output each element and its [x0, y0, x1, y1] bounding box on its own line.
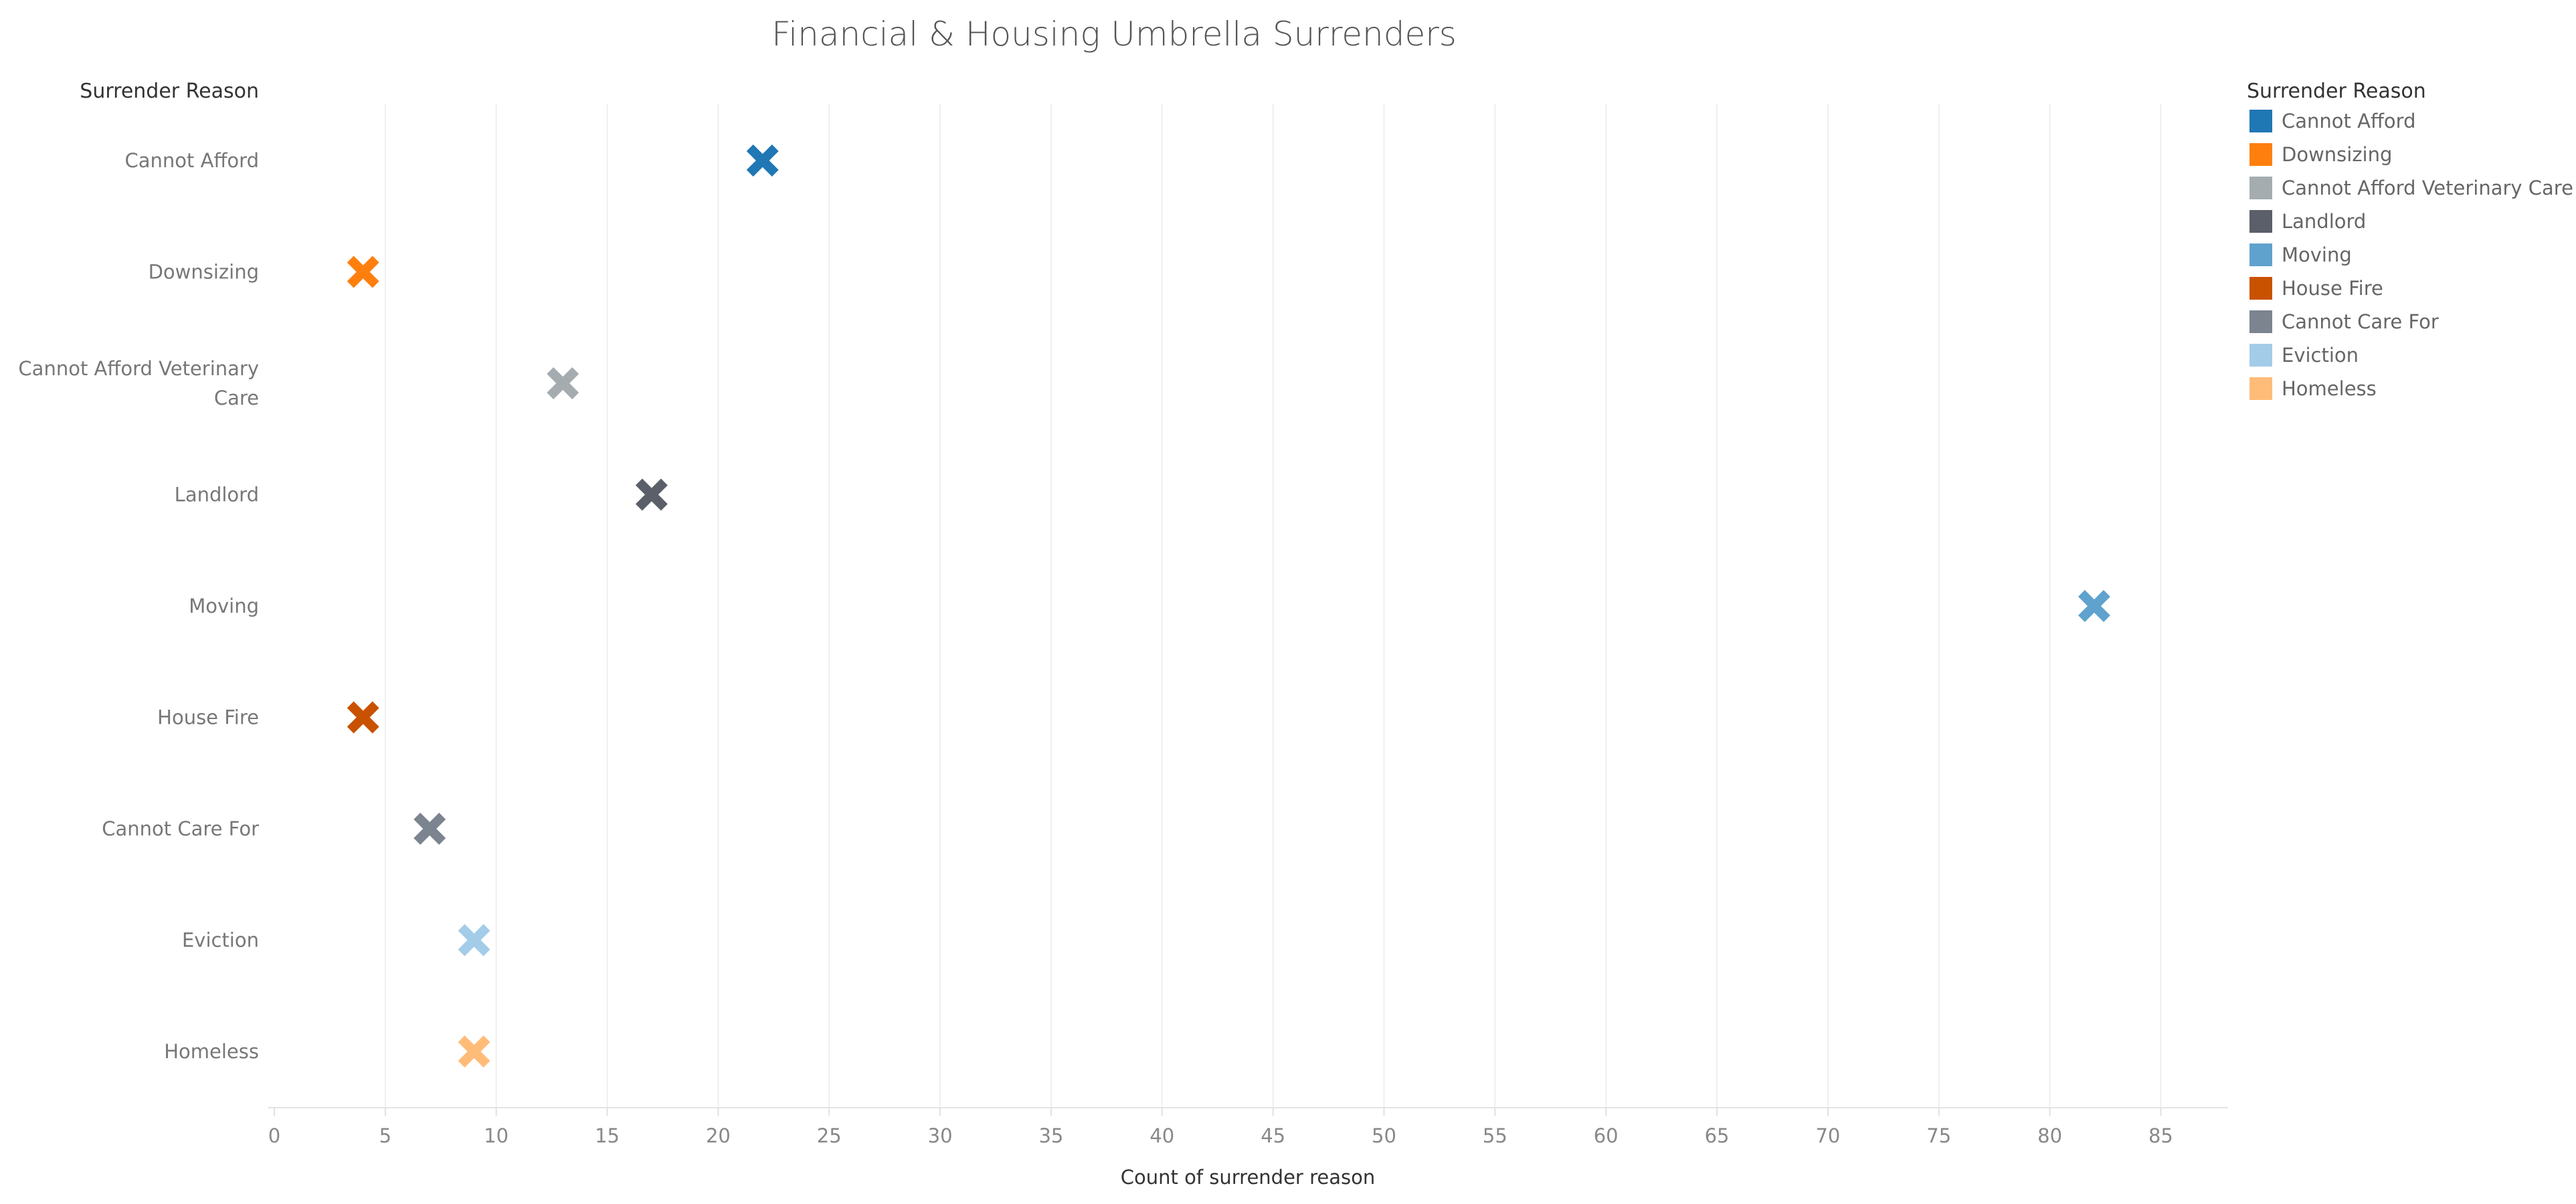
x-tick-label-40: 40	[1149, 1124, 1174, 1147]
x-tick-label-25: 25	[817, 1124, 842, 1147]
chart-title: Financial & Housing Umbrella Surrenders	[771, 15, 1457, 54]
legend-swatch	[2249, 277, 2272, 300]
legend-swatch	[2249, 377, 2272, 400]
row-label-landlord: Landlord	[175, 484, 259, 506]
legend-item-cannot-afford: Cannot Afford	[2249, 110, 2416, 132]
legend-label: Cannot Care For	[2282, 310, 2439, 333]
row-header: Surrender Reason	[80, 80, 259, 103]
x-tick-label-55: 55	[1483, 1124, 1507, 1147]
legend-swatch	[2249, 110, 2272, 132]
x-tick-label-80: 80	[2037, 1124, 2062, 1147]
x-tick-label-10: 10	[484, 1124, 509, 1147]
legend-swatch	[2249, 210, 2272, 233]
legend-item-downsizing: Downsizing	[2249, 143, 2392, 166]
x-tick-label-70: 70	[1815, 1124, 1840, 1147]
legend-title: Surrender Reason	[2247, 80, 2426, 103]
data-point-eviction	[458, 924, 490, 957]
row-label-cannot-afford-veterinary-care: Cannot Afford Veterinary Care	[18, 357, 259, 409]
legend: Surrender Reason Cannot Afford Downsizing…	[2247, 80, 2573, 400]
legend-item-cannot-afford-veterinary-care: Cannot Afford Veterinary Care	[2249, 177, 2573, 199]
x-tick-label-30: 30	[928, 1124, 953, 1147]
row-label-homeless: Homeless	[164, 1040, 259, 1063]
data-marks	[347, 144, 2110, 1068]
grid-lines	[384, 104, 2162, 1108]
x-axis-title: Count of surrender reason	[1121, 1166, 1375, 1189]
row-label-house-fire: House Fire	[157, 706, 259, 729]
legend-swatch	[2249, 177, 2272, 199]
legend-swatch	[2249, 143, 2272, 166]
x-axis-ticks: 0 5 10 15 20 25 30 35 40 45 50 55 60 65 70 75 80 85	[268, 1108, 2173, 1147]
legend-item-cannot-care-for: Cannot Care For	[2249, 310, 2439, 333]
data-point-cannot-care-for	[413, 813, 446, 845]
legend-item-landlord: Landlord	[2249, 210, 2366, 233]
data-point-downsizing	[347, 256, 379, 288]
legend-label: Eviction	[2282, 344, 2359, 367]
x-tick-label-45: 45	[1261, 1124, 1285, 1147]
x-tick-label-20: 20	[706, 1124, 731, 1147]
legend-label: Cannot Afford	[2282, 110, 2416, 132]
x-tick-label-75: 75	[1926, 1124, 1951, 1147]
legend-label: Homeless	[2282, 377, 2377, 400]
row-label-cannot-afford: Cannot Afford	[125, 149, 260, 172]
data-point-landlord	[635, 478, 668, 511]
x-tick-label-15: 15	[595, 1124, 620, 1147]
x-tick-label-35: 35	[1038, 1124, 1063, 1147]
x-tick-label-50: 50	[1372, 1124, 1396, 1147]
row-labels: Cannot Afford Downsizing Cannot Afford Vet…	[18, 149, 259, 1063]
legend-swatch	[2249, 344, 2272, 367]
legend-label: Downsizing	[2282, 143, 2392, 166]
legend-swatch	[2249, 310, 2272, 333]
legend-item-homeless: Homeless	[2249, 377, 2377, 400]
x-tick-label-60: 60	[1594, 1124, 1619, 1147]
data-point-moving	[2078, 590, 2110, 622]
legend-item-moving: Moving	[2249, 243, 2352, 266]
legend-label: Cannot Afford Veterinary Care	[2282, 177, 2573, 199]
legend-label: House Fire	[2282, 277, 2383, 300]
legend-swatch	[2249, 243, 2272, 266]
legend-label: Landlord	[2282, 210, 2366, 233]
legend-label: Moving	[2282, 243, 2352, 266]
data-point-cannot-afford	[746, 144, 779, 177]
row-label-eviction: Eviction	[182, 929, 259, 952]
row-label-downsizing: Downsizing	[149, 261, 259, 284]
x-tick-label-65: 65	[1705, 1124, 1730, 1147]
row-label-moving: Moving	[189, 595, 259, 617]
data-point-house-fire	[347, 701, 379, 734]
legend-item-eviction: Eviction	[2249, 344, 2359, 367]
x-tick-label-85: 85	[2148, 1124, 2173, 1147]
x-tick-label-0: 0	[268, 1124, 280, 1147]
row-label-cannot-care-for: Cannot Care For	[102, 817, 259, 840]
data-point-cannot-afford-veterinary-care	[547, 367, 579, 399]
data-point-homeless	[458, 1035, 490, 1068]
legend-item-house-fire: House Fire	[2249, 277, 2383, 300]
x-tick-label-5: 5	[379, 1124, 391, 1147]
